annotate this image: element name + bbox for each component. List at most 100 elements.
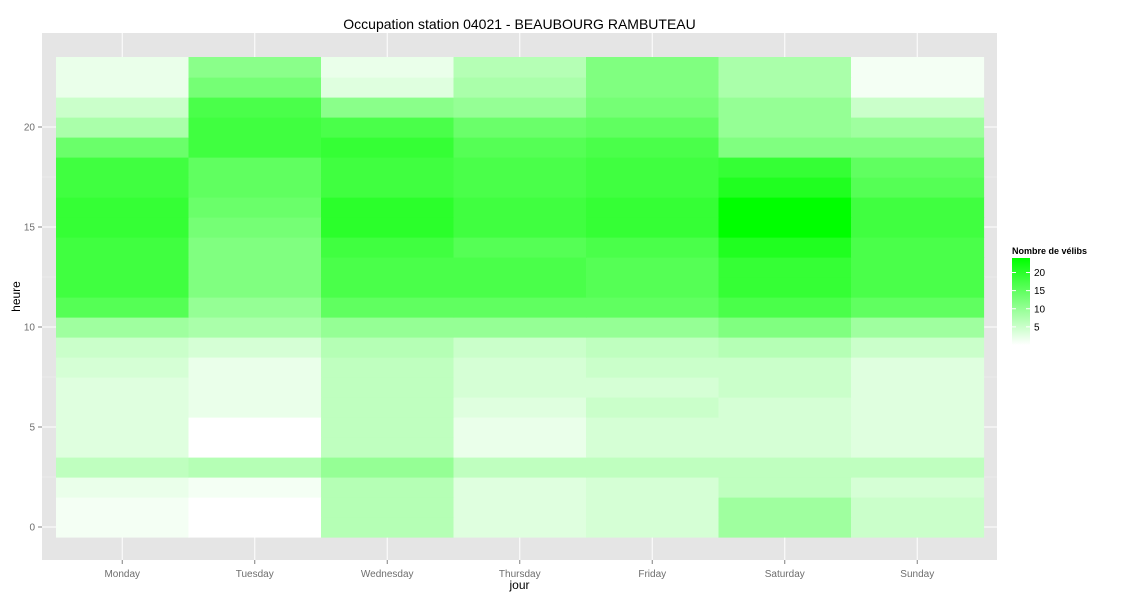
heatmap-tile [188, 217, 322, 238]
heatmap-tile [453, 277, 587, 298]
heatmap-tile [718, 197, 852, 218]
heatmap-tile [453, 317, 587, 338]
y-tick-label: 20 [24, 123, 36, 134]
heatmap-tile [586, 457, 720, 478]
heatmap-tile [188, 297, 322, 318]
heatmap-tile [56, 377, 190, 398]
heatmap-tile [321, 437, 455, 458]
heatmap-tile [453, 397, 587, 418]
heatmap-tile [56, 457, 190, 478]
heatmap-tile [56, 117, 190, 138]
heatmap-tile [851, 57, 985, 78]
y-tick-label: 15 [24, 223, 36, 234]
heatmap-tile [586, 417, 720, 438]
heatmap-tile [586, 277, 720, 298]
heatmap-tile [586, 217, 720, 238]
heatmap-tile [453, 57, 587, 78]
heatmap-tile [188, 177, 322, 198]
heatmap-tile [851, 157, 985, 178]
heatmap-tile [453, 77, 587, 98]
heatmap-tile [586, 77, 720, 98]
heatmap-tile [453, 517, 587, 538]
heatmap-tile [56, 77, 190, 98]
heatmap-tile [56, 477, 190, 498]
heatmap-tile [56, 437, 190, 458]
heatmap-tile [188, 357, 322, 378]
heatmap-tile [321, 317, 455, 338]
heatmap-tile [718, 277, 852, 298]
heatmap-tile [321, 477, 455, 498]
heatmap-tile [718, 77, 852, 98]
heatmap-tile [851, 117, 985, 138]
heatmap-tile [188, 137, 322, 158]
y-tick-label: 0 [29, 523, 35, 534]
heatmap-tile [718, 177, 852, 198]
heatmap-tile [586, 157, 720, 178]
heatmap-tile [56, 497, 190, 518]
heatmap-tile [718, 337, 852, 358]
heatmap-tile [188, 197, 322, 218]
heatmap-tile [188, 437, 322, 458]
heatmap-tile [453, 157, 587, 178]
heatmap-tile [851, 217, 985, 238]
y-axis-title: heure [9, 281, 23, 312]
heatmap-tile [586, 337, 720, 358]
heatmap-tile [188, 397, 322, 418]
heatmap-tile [56, 297, 190, 318]
heatmap-tile [56, 397, 190, 418]
heatmap-tile [188, 157, 322, 178]
heatmap-tile [56, 517, 190, 538]
heatmap-tile [586, 477, 720, 498]
heatmap-tile [453, 137, 587, 158]
heatmap-tile [718, 457, 852, 478]
heatmap-tile [188, 337, 322, 358]
heatmap-tile [56, 337, 190, 358]
heatmap-tile [453, 237, 587, 258]
heatmap-tile [321, 217, 455, 238]
heatmap-tile [321, 157, 455, 178]
legend-tick-label: 10 [1034, 304, 1046, 315]
heatmap-tile [453, 117, 587, 138]
chart-title: Occupation station 04021 - BEAUBOURG RAM… [343, 16, 695, 32]
legend-tick-label: 5 [1034, 322, 1040, 333]
heatmap-tile [453, 177, 587, 198]
heatmap-tile [851, 497, 985, 518]
heatmap-tile [851, 437, 985, 458]
heatmap-tile [851, 137, 985, 158]
heatmap-tile [586, 117, 720, 138]
heatmap-tile [56, 277, 190, 298]
heatmap-tile [56, 137, 190, 158]
heatmap-tile [321, 177, 455, 198]
heatmap-tile [56, 177, 190, 198]
x-tick-label: Friday [638, 569, 666, 580]
heatmap-tile [321, 97, 455, 118]
heatmap-tile [586, 497, 720, 518]
heatmap-tile [188, 417, 322, 438]
heatmap-tile [56, 157, 190, 178]
heatmap-tile [851, 297, 985, 318]
heatmap-tile [453, 357, 587, 378]
heatmap-tile [851, 337, 985, 358]
heatmap-tile [321, 517, 455, 538]
heatmap-tile [453, 217, 587, 238]
heatmap-tile [188, 317, 322, 338]
heatmap-tile [56, 97, 190, 118]
heatmap-tiles [56, 57, 985, 538]
heatmap-tile [851, 377, 985, 398]
heatmap-tile [851, 477, 985, 498]
heatmap-tile [56, 217, 190, 238]
heatmap-tile [321, 377, 455, 398]
heatmap-tile [321, 457, 455, 478]
heatmap-tile [321, 117, 455, 138]
heatmap-tile [718, 317, 852, 338]
heatmap-tile [586, 397, 720, 418]
heatmap-tile [851, 77, 985, 98]
x-tick-label: Monday [104, 569, 140, 580]
heatmap-tile [453, 477, 587, 498]
heatmap-tile [453, 457, 587, 478]
heatmap-tile [321, 417, 455, 438]
heatmap-tile [718, 257, 852, 278]
heatmap-tile [453, 257, 587, 278]
legend-colorbar [1012, 258, 1030, 345]
heatmap-tile [851, 317, 985, 338]
